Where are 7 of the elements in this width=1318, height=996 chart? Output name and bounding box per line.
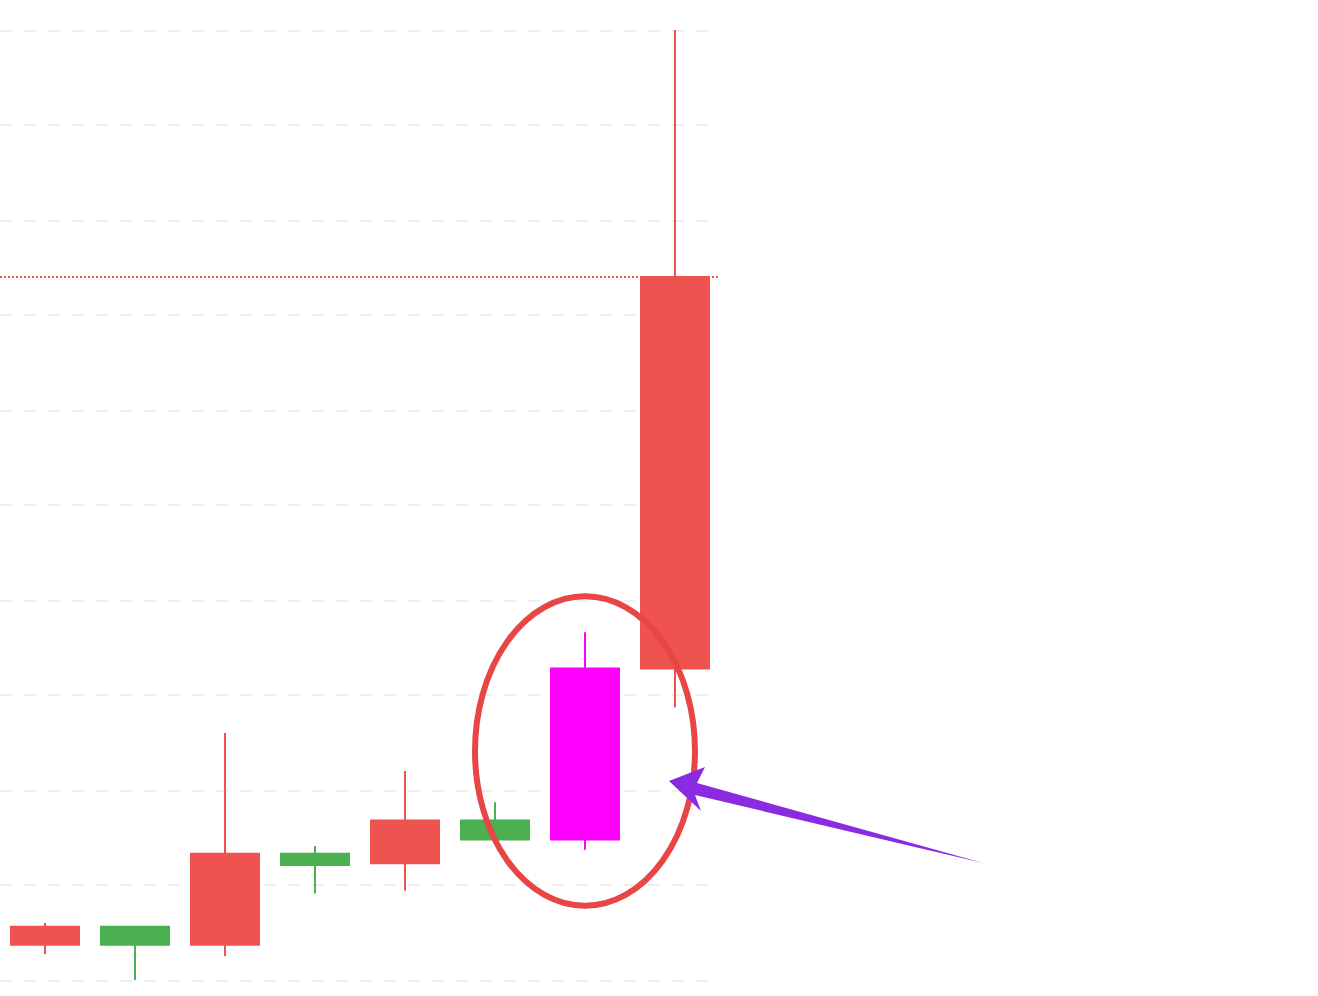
candlestick xyxy=(280,845,350,895)
candlestick xyxy=(460,801,530,841)
candlestick xyxy=(190,732,260,958)
candlestick xyxy=(550,631,620,851)
candlestick xyxy=(100,925,170,981)
candlestick xyxy=(370,770,440,892)
candlestick xyxy=(10,922,80,956)
